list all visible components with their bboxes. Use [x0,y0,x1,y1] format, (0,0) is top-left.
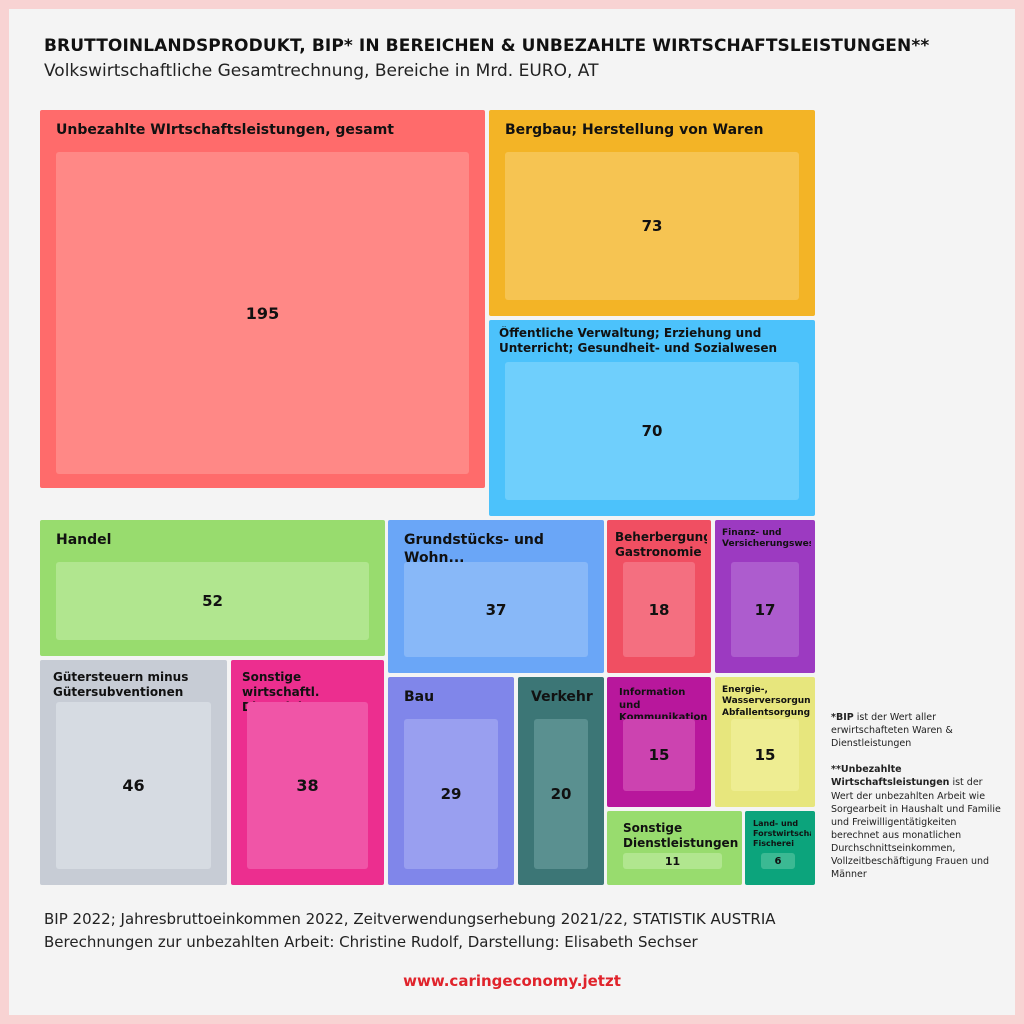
footnote-bip: *BIP ist der Wert aller erwirtschafteten… [831,711,1007,750]
treemap-cell: Land- und Forstwirtschaft, Fischerei 6 [745,811,815,885]
treemap-cell: Gütersteuern minus Gütersubventionen 46 [40,660,227,885]
treemap-cell-value: 37 [404,562,588,657]
treemap-cell: Beherbergung, Gastronomie 18 [607,520,711,673]
treemap-cell: Bergbau; Herstellung von Waren 73 [489,110,815,316]
footnotes: *BIP ist der Wert aller erwirtschafteten… [831,711,1007,894]
treemap-cell: Bau 29 [388,677,514,885]
footnote-unpaid: **Unbezahlte Wirtschaftsleistungen ist d… [831,763,1007,881]
treemap-cell-label: Finanz- und Versicherungswesen [722,528,811,550]
treemap-cell: Unbezahlte WIrtschaftsleistungen, gesamt… [40,110,485,488]
treemap-cell-label: Land- und Forstwirtschaft, Fischerei [753,819,811,848]
treemap-cell: Öffentliche Verwaltung; Erziehung und Un… [489,320,815,516]
treemap-cell-label: Information und Kommunikation [619,687,707,723]
infographic-page: BRUTTOINLANDSPRODUKT, BIP* IN BEREICHEN … [9,9,1015,1015]
treemap-cell-value: 11 [623,853,722,869]
treemap-cell-label: Energie-, Wasserversorgung; Abfallentsor… [722,685,811,718]
treemap-cell-label: Unbezahlte WIrtschaftsleistungen, gesamt [56,122,394,138]
treemap-cell-value: 73 [505,152,799,300]
treemap-cell: Handel 52 [40,520,385,656]
treemap-cell-value: 52 [56,562,369,640]
treemap-cell-label: Öffentliche Verwaltung; Erziehung und Un… [499,326,778,355]
treemap-cell: Energie-, Wasserversorgung; Abfallentsor… [715,677,815,807]
chart-subtitle: Volkswirtschaftliche Gesamtrechnung, Ber… [44,61,599,81]
treemap-cell-value: 38 [247,702,368,869]
treemap-cell-label: Verkehr [531,689,593,705]
treemap-cell-value: 70 [505,362,799,500]
treemap-cell-value: 195 [56,152,469,474]
treemap-cell-value: 6 [761,853,795,869]
treemap-cell-label: Sonstige Dienstleistungen [623,821,738,850]
treemap-cell: Verkehr 20 [518,677,604,885]
treemap-cell: Sonstige Dienstleistungen 11 [607,811,742,885]
treemap-cell-value: 20 [534,719,588,869]
treemap-cell: Finanz- und Versicherungswesen 17 [715,520,815,673]
footnote-unpaid-text: ist der Wert der unbezahlten Arbeit wie … [831,777,1001,881]
treemap-cell: Information und Kommunikation 15 [607,677,711,807]
treemap-cell-label: Gütersteuern minus Gütersubventionen [53,670,189,699]
treemap-cell-value: 46 [56,702,211,869]
footnote-bip-term: *BIP [831,712,854,723]
source-line-2: Berechnungen zur unbezahlten Arbeit: Chr… [44,933,698,951]
treemap-cell-label: Bau [404,689,435,705]
treemap-cell-value: 18 [623,562,695,657]
website-link[interactable]: www.caringeconomy.jetzt [403,972,621,990]
treemap-cell: Sonstige wirtschaftl. Dienstleistungen38 [231,660,384,885]
treemap-cell: Grundstücks- und Wohn... 37 [388,520,604,673]
footnote-unpaid-term: **Unbezahlte Wirtschaftsleistungen [831,764,950,789]
treemap-cell-label: Handel [56,532,112,548]
footnote-bip-text: ist der Wert aller erwirtschafteten Ware… [831,712,953,750]
treemap-cell-label: Bergbau; Herstellung von Waren [505,122,764,138]
treemap-cell-label: Beherbergung, Gastronomie [615,530,707,559]
treemap-cell-value: 29 [404,719,498,869]
treemap-cell-value: 15 [731,719,799,791]
treemap: Unbezahlte WIrtschaftsleistungen, gesamt… [9,9,1015,1015]
treemap-cell-value: 15 [623,719,695,791]
treemap-cell-label: Grundstücks- und Wohn... [404,532,544,566]
treemap-cell-value: 17 [731,562,799,657]
chart-title: BRUTTOINLANDSPRODUKT, BIP* IN BEREICHEN … [44,36,930,56]
source-line-1: BIP 2022; Jahresbruttoeinkommen 2022, Ze… [44,910,776,928]
